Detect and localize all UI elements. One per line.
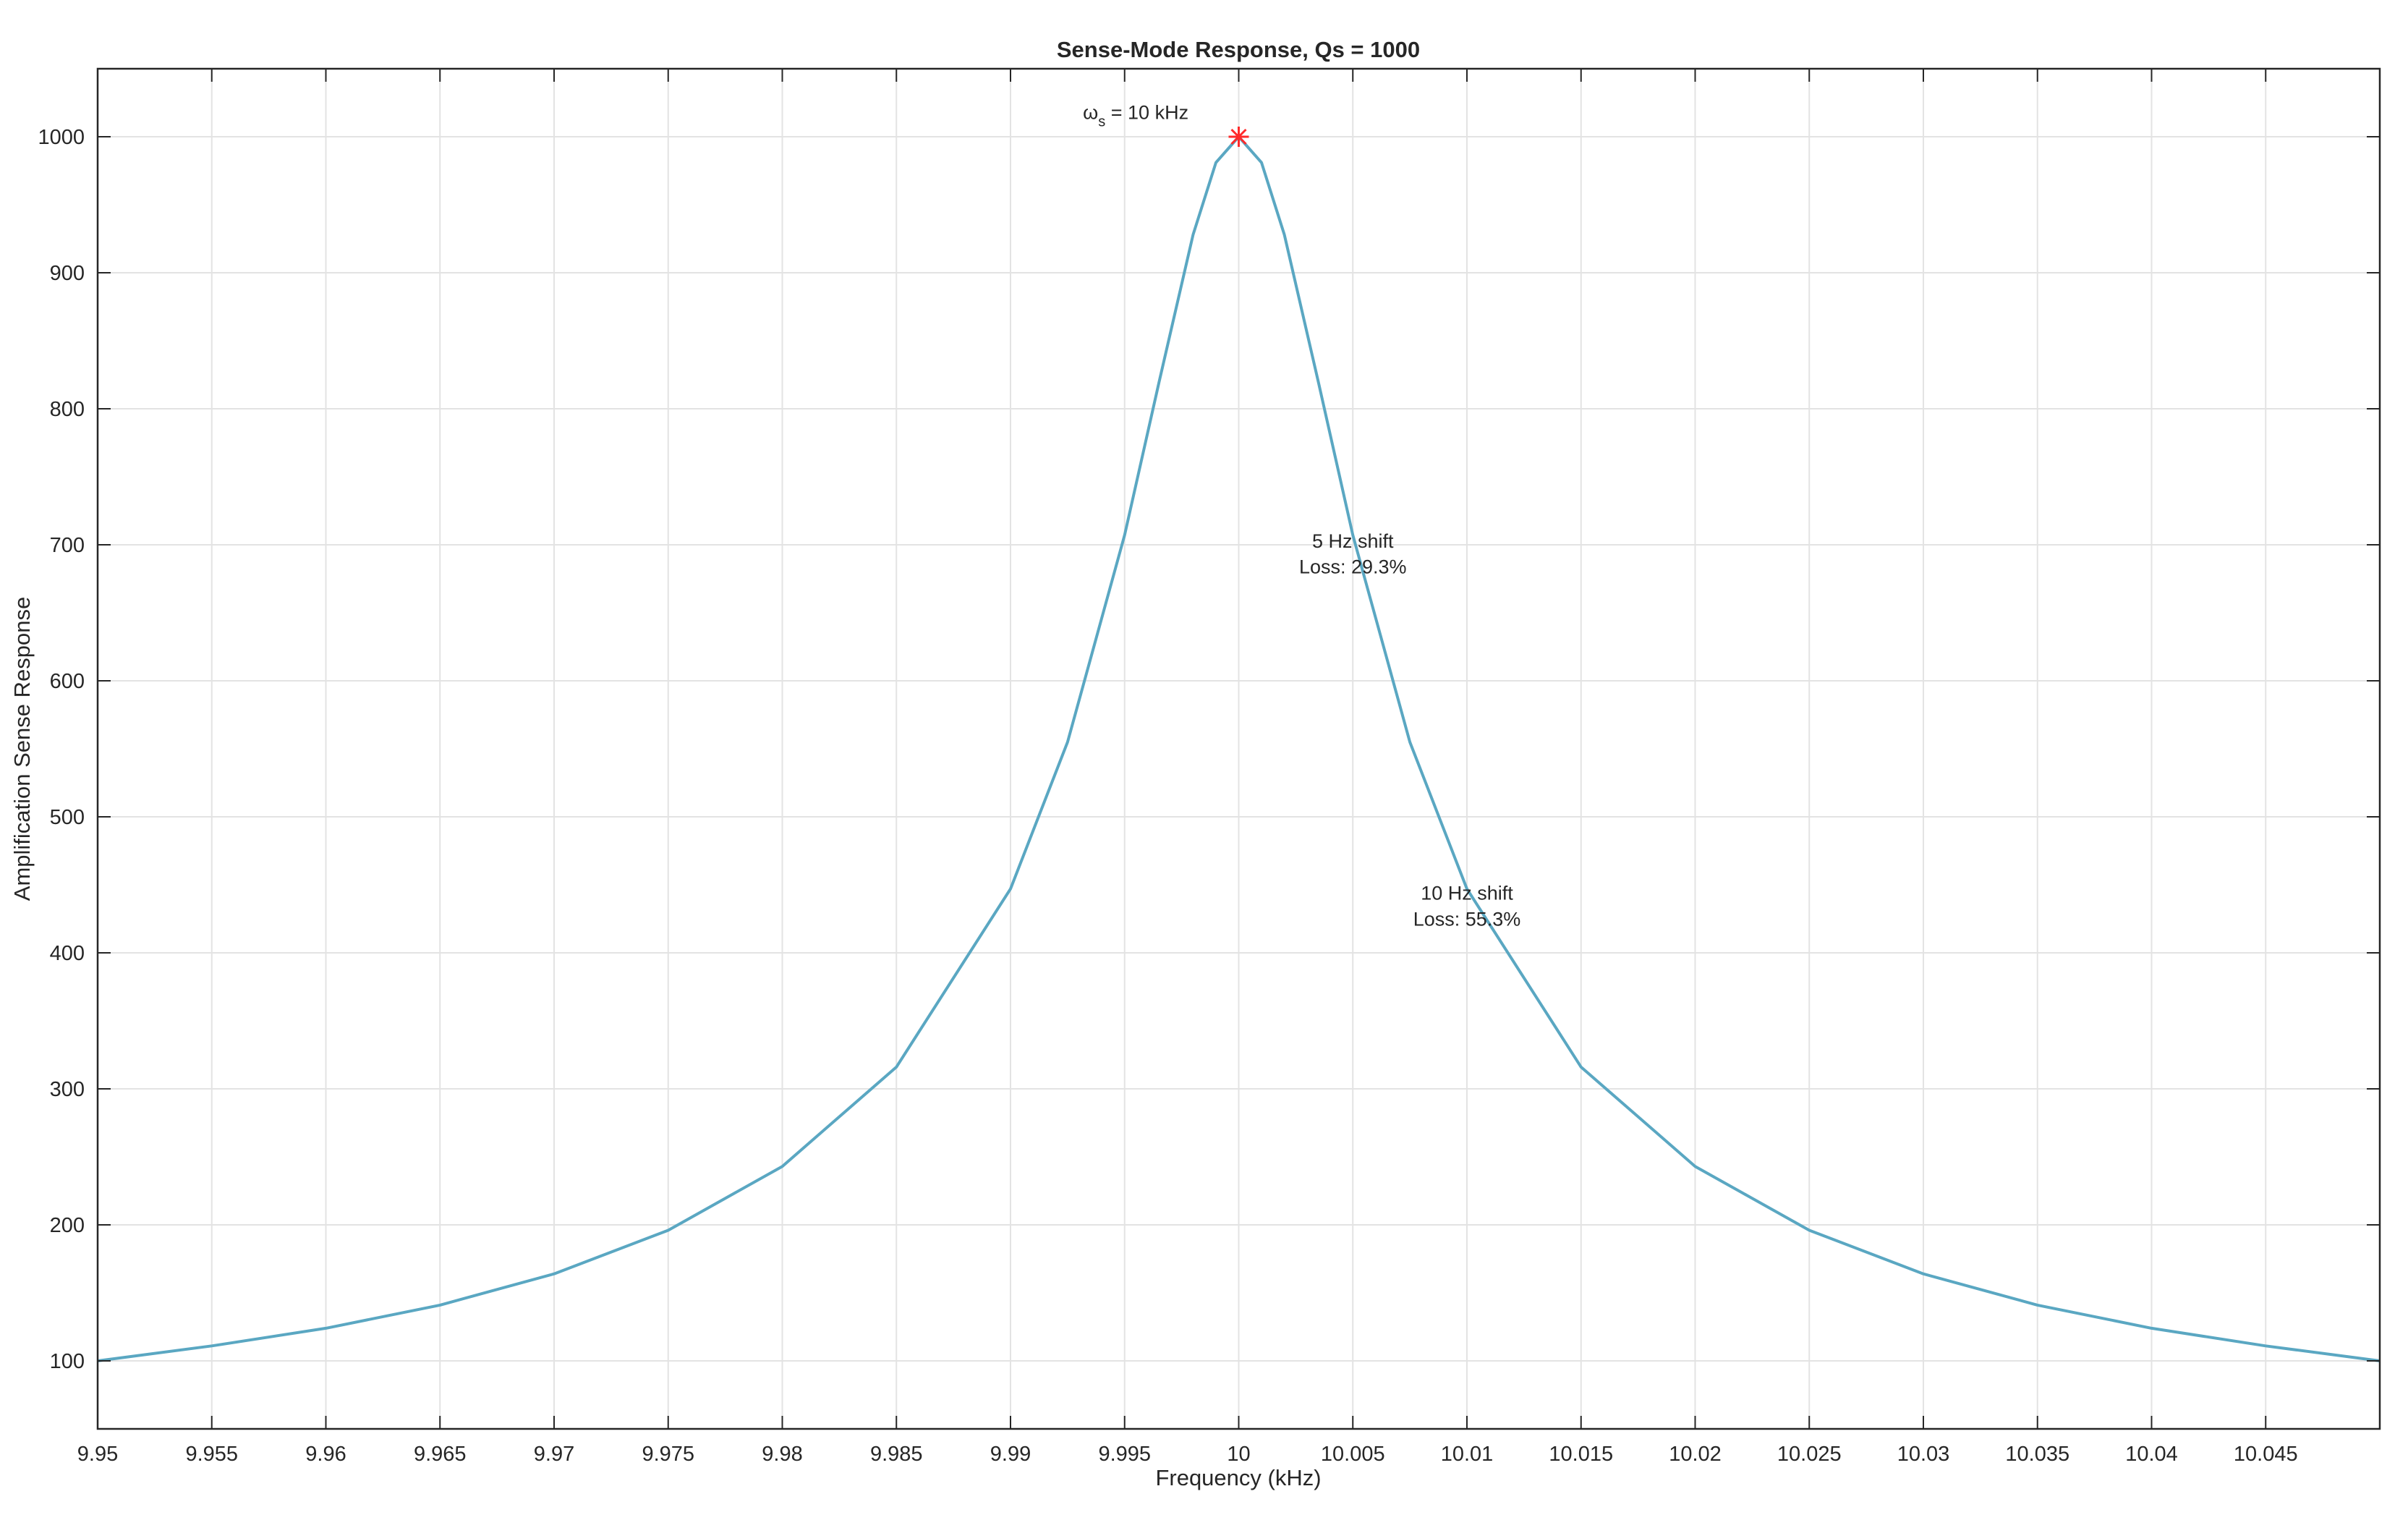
ticks: 9.95 9.955 9.96 9.965 9.97 9.975 9.98 9.985 9.99… bbox=[38, 69, 2380, 1466]
x-tick-label: 9.995 bbox=[1098, 1443, 1151, 1466]
x-tick-label: 9.99 bbox=[990, 1443, 1031, 1466]
x-tick-label: 9.96 bbox=[305, 1443, 346, 1466]
x-tick-label: 10.04 bbox=[2125, 1443, 2178, 1466]
series-layer bbox=[97, 127, 2381, 1362]
x-axis-label: Frequency (kHz) bbox=[1155, 1465, 1321, 1490]
x-tick-label: 10.045 bbox=[2234, 1443, 2298, 1466]
y-tick-label: 100 bbox=[50, 1350, 85, 1373]
y-tick-label: 700 bbox=[50, 534, 85, 557]
y-tick-label: 400 bbox=[50, 942, 85, 965]
shift5-annotation-line1: 5 Hz shift bbox=[1312, 530, 1394, 552]
y-tick-label: 1000 bbox=[38, 126, 85, 149]
y-tick-label: 200 bbox=[50, 1214, 85, 1237]
peak-annotation: ωs = 10 kHz bbox=[1083, 102, 1188, 130]
y-tick-label: 800 bbox=[50, 398, 85, 421]
x-tick-label: 9.965 bbox=[414, 1443, 467, 1466]
grid bbox=[97, 69, 2380, 1429]
x-tick-label: 10.01 bbox=[1441, 1443, 1494, 1466]
shift10-annotation-line1: 10 Hz shift bbox=[1421, 883, 1513, 904]
y-tick-label: 500 bbox=[50, 806, 85, 829]
x-tick-label: 10.035 bbox=[2005, 1443, 2069, 1466]
chart-title: Sense-Mode Response, Qs = 1000 bbox=[1057, 37, 1420, 62]
x-tick-label: 9.97 bbox=[534, 1443, 574, 1466]
x-tick-label: 10.02 bbox=[1669, 1443, 1722, 1466]
x-tick-label: 10.03 bbox=[1897, 1443, 1950, 1466]
y-tick-label: 900 bbox=[50, 262, 85, 285]
y-tick-label: 300 bbox=[50, 1078, 85, 1101]
x-tick-label: 9.98 bbox=[762, 1443, 802, 1466]
x-tick-label: 10.005 bbox=[1321, 1443, 1385, 1466]
shift5-annotation-line2: Loss: 29.3% bbox=[1299, 556, 1407, 577]
x-tick-label: 9.95 bbox=[77, 1443, 118, 1466]
x-tick-label: 10.025 bbox=[1777, 1443, 1842, 1466]
x-tick-label: 9.985 bbox=[870, 1443, 923, 1466]
annotations: ωs = 10 kHz 5 Hz shift Loss: 29.3% 10 Hz sh… bbox=[1083, 102, 1520, 930]
y-tick-label: 600 bbox=[50, 670, 85, 693]
shift10-annotation-line2: Loss: 55.3% bbox=[1413, 908, 1521, 930]
x-tick-label: 10.015 bbox=[1549, 1443, 1613, 1466]
x-tick-label: 9.975 bbox=[642, 1443, 694, 1466]
peak-marker bbox=[1228, 127, 1249, 147]
x-tick-label: 9.955 bbox=[185, 1443, 238, 1466]
x-tick-label: 10 bbox=[1227, 1443, 1250, 1466]
y-axis-label: Amplification Sense Response bbox=[9, 597, 35, 901]
